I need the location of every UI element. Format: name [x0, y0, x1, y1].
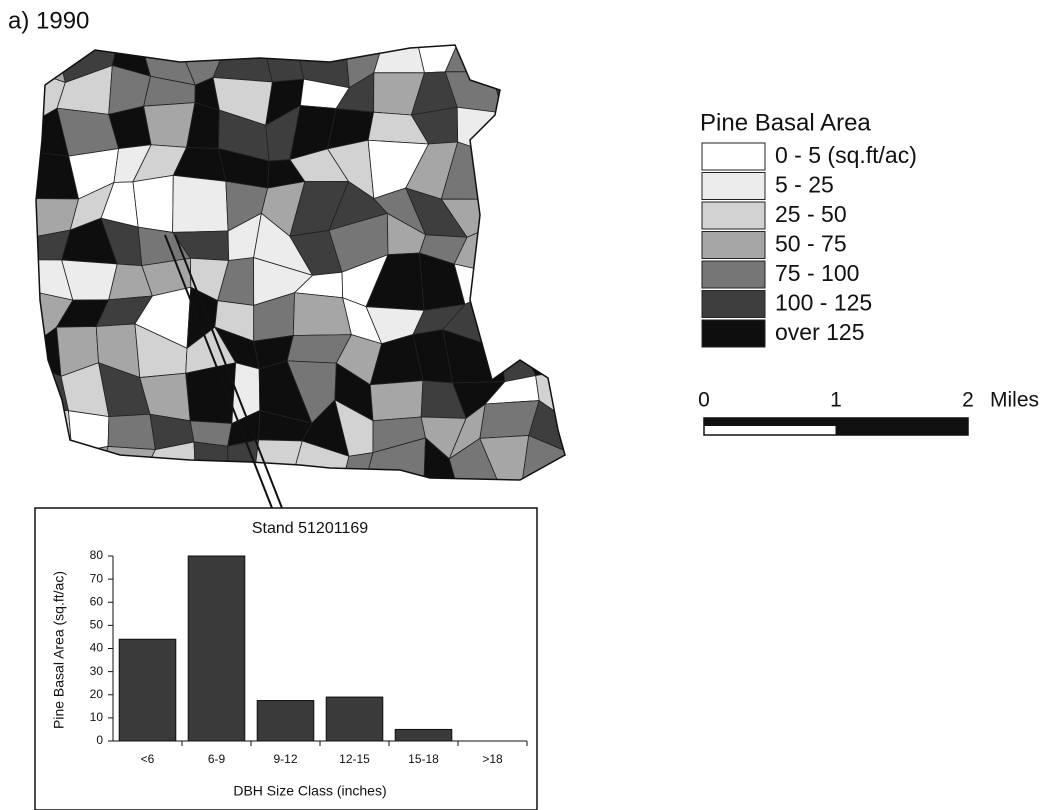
scale-bar: 0 1 2 Miles [698, 389, 1039, 435]
stand [540, 40, 570, 83]
stand [30, 453, 79, 485]
y-tick-label: 0 [96, 733, 103, 747]
legend-swatch [702, 143, 765, 170]
map [30, 40, 570, 485]
x-axis-title: DBH Size Class (inches) [233, 783, 386, 799]
stand [194, 442, 228, 485]
x-tick-label: >18 [482, 752, 503, 766]
stand [173, 175, 228, 232]
y-tick-label: 40 [90, 641, 104, 655]
bar [119, 639, 176, 741]
scale-bar-segment [836, 426, 968, 435]
stand [522, 302, 570, 348]
stand [492, 154, 522, 200]
stand [370, 381, 423, 421]
stand [531, 254, 570, 305]
legend-title: Pine Basal Area [700, 109, 871, 136]
stand [491, 40, 543, 79]
legend-swatch [702, 202, 765, 229]
figure-title: a) 1990 [8, 7, 89, 34]
y-axis-title: Pine Basal Area (sq.ft/ac) [51, 571, 67, 729]
stand [492, 113, 541, 162]
stand [68, 411, 108, 454]
x-tick-label: 6-9 [208, 752, 226, 766]
y-tick-label: 70 [90, 571, 104, 585]
legend-swatch [702, 173, 765, 200]
legend-swatch [702, 261, 765, 288]
legend-label: 25 - 50 [775, 201, 847, 227]
bar [257, 701, 314, 741]
stand [519, 180, 570, 235]
stand [108, 414, 155, 449]
y-tick-label: 80 [90, 548, 104, 562]
stand [374, 40, 425, 73]
chart-title: Stand 51201169 [252, 520, 368, 537]
stand [500, 223, 531, 274]
stand [144, 103, 195, 148]
stand [72, 446, 108, 485]
scale-label: 1 [830, 389, 842, 412]
legend-label: 0 - 5 (sq.ft/ac) [775, 142, 917, 168]
stand [522, 435, 570, 485]
legend-label: over 125 [775, 319, 865, 345]
legend: 0 - 5 (sq.ft/ac) 5 - 25 25 - 50 50 - 75 75 -… [702, 142, 917, 347]
x-tick-label: <6 [141, 752, 155, 766]
stand [541, 79, 570, 118]
stand [99, 446, 156, 485]
stand [213, 40, 272, 82]
legend-swatch [702, 320, 765, 347]
y-tick-label: 30 [90, 664, 104, 678]
y-tick-label: 20 [90, 687, 104, 701]
legend-label: 75 - 100 [775, 260, 859, 286]
y-tick-label: 50 [90, 618, 104, 632]
stand [522, 118, 570, 163]
legend-label: 5 - 25 [775, 172, 834, 198]
stand [496, 199, 524, 232]
stand [500, 254, 538, 302]
bar [395, 729, 452, 741]
scale-label: 0 [698, 389, 710, 412]
legend-label: 50 - 75 [775, 231, 847, 257]
scale-label: 2 [962, 389, 974, 412]
legend-swatch [702, 232, 765, 259]
legend-swatch [702, 291, 765, 318]
y-tick-label: 60 [90, 594, 104, 608]
figure: a) 1990 Pine Basal Area 0 - 5 (sq.ft/ac)… [0, 0, 1050, 810]
bar [188, 556, 245, 741]
scale-unit: Miles [990, 389, 1039, 412]
stand [133, 175, 173, 232]
x-tick-label: 15-18 [408, 752, 439, 766]
x-tick-label: 9-12 [273, 752, 297, 766]
stand [30, 40, 65, 82]
stand [519, 161, 570, 198]
bar [326, 697, 383, 741]
x-tick-label: 12-15 [339, 752, 370, 766]
stand [525, 231, 570, 261]
y-tick-label: 10 [90, 710, 104, 724]
legend-label: 100 - 125 [775, 290, 872, 316]
stand [501, 287, 538, 349]
